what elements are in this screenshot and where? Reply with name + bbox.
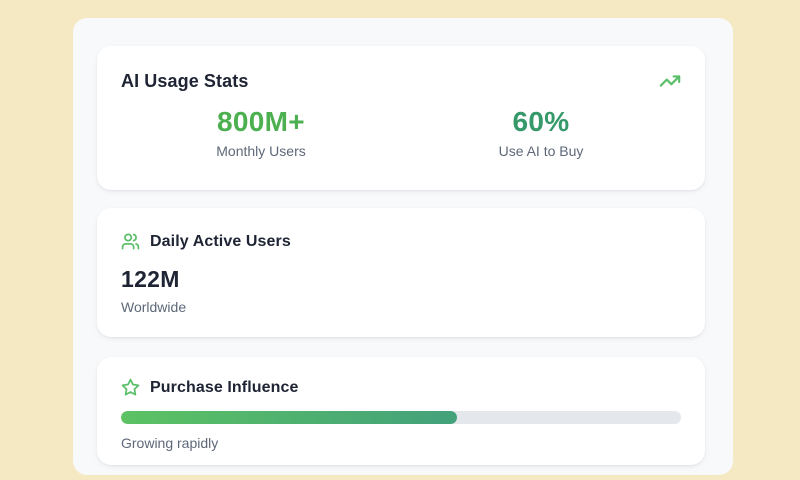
ai-usage-stats-card: AI Usage Stats 800M+ Monthly Users 60% U… (97, 46, 705, 190)
star-icon (121, 378, 140, 397)
daily-active-users-card: Daily Active Users 122M Worldwide (97, 208, 705, 337)
users-icon (121, 232, 140, 251)
ai-usage-stats-title: AI Usage Stats (121, 70, 249, 91)
purchase-influence-card: Purchase Influence Growing rapidly (97, 357, 705, 465)
purchase-influence-header: Purchase Influence (121, 378, 681, 397)
daily-active-users-header: Daily Active Users (121, 232, 681, 251)
ai-usage-stats-header: AI Usage Stats (121, 70, 681, 92)
stats-panel: AI Usage Stats 800M+ Monthly Users 60% U… (73, 18, 733, 475)
stat-monthly-users: 800M+ Monthly Users (121, 106, 401, 159)
monthly-users-value: 800M+ (217, 106, 305, 137)
daily-active-users-title: Daily Active Users (150, 232, 291, 250)
usage-stats-row: 800M+ Monthly Users 60% Use AI to Buy (121, 106, 681, 159)
purchase-influence-progress-fill (121, 411, 457, 424)
ai-buyers-label: Use AI to Buy (498, 143, 584, 159)
purchase-influence-progress-track (121, 411, 681, 424)
daily-active-users-scope: Worldwide (121, 299, 187, 315)
monthly-users-label: Monthly Users (216, 143, 306, 159)
ai-buyers-value: 60% (512, 106, 570, 137)
trending-up-icon (659, 70, 681, 92)
stat-ai-buyers: 60% Use AI to Buy (401, 106, 681, 159)
purchase-influence-title: Purchase Influence (150, 378, 299, 396)
purchase-influence-caption: Growing rapidly (121, 435, 219, 451)
daily-active-users-value: 122M (121, 266, 180, 292)
